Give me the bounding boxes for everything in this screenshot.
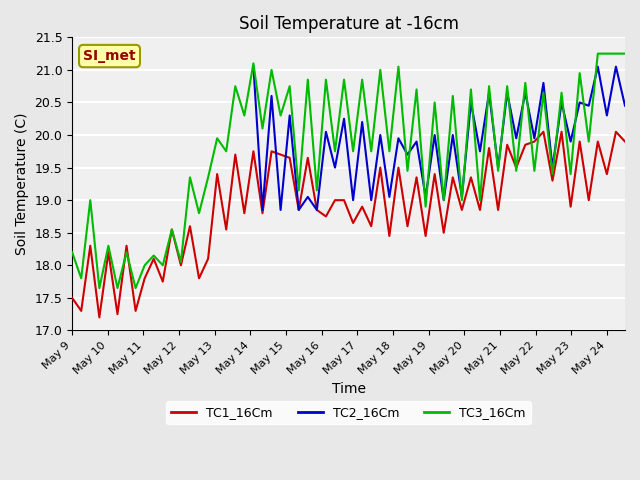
- Title: Soil Temperature at -16cm: Soil Temperature at -16cm: [239, 15, 459, 33]
- TC2_16Cm: [612, 64, 620, 70]
- TC3_16Cm: [349, 148, 357, 154]
- TC3_16Cm: [594, 51, 602, 57]
- TC1_16Cm: [123, 243, 131, 249]
- TC1_16Cm: [95, 314, 103, 320]
- TC2_16Cm: [621, 103, 629, 108]
- TC1_16Cm: [540, 129, 547, 135]
- TC3_16Cm: [413, 86, 420, 92]
- TC1_16Cm: [68, 295, 76, 301]
- TC3_16Cm: [123, 250, 131, 255]
- TC3_16Cm: [186, 175, 194, 180]
- TC1_16Cm: [413, 175, 420, 180]
- X-axis label: Time: Time: [332, 382, 365, 396]
- TC2_16Cm: [548, 165, 556, 170]
- Y-axis label: Soil Temperature (C): Soil Temperature (C): [15, 113, 29, 255]
- TC3_16Cm: [621, 51, 629, 57]
- Line: TC3_16Cm: TC3_16Cm: [72, 54, 625, 288]
- TC1_16Cm: [349, 220, 357, 226]
- TC3_16Cm: [95, 285, 103, 291]
- TC2_16Cm: [404, 152, 412, 157]
- Line: TC1_16Cm: TC1_16Cm: [72, 132, 625, 317]
- TC1_16Cm: [186, 223, 194, 229]
- Line: TC2_16Cm: TC2_16Cm: [253, 67, 625, 210]
- TC3_16Cm: [557, 90, 565, 96]
- TC1_16Cm: [222, 227, 230, 232]
- TC1_16Cm: [621, 139, 629, 144]
- TC3_16Cm: [68, 250, 76, 255]
- TC1_16Cm: [567, 204, 575, 210]
- Legend: TC1_16Cm, TC2_16Cm, TC3_16Cm: TC1_16Cm, TC2_16Cm, TC3_16Cm: [166, 401, 531, 424]
- Text: SI_met: SI_met: [83, 49, 136, 63]
- TC3_16Cm: [222, 148, 230, 154]
